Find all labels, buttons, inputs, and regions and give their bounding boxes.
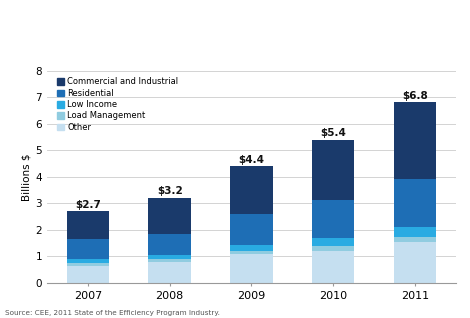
Text: $6.8: $6.8 bbox=[402, 91, 428, 101]
Bar bbox=[149, 262, 191, 283]
Y-axis label: Billions $: Billions $ bbox=[21, 153, 31, 201]
Bar bbox=[394, 227, 436, 237]
Bar bbox=[67, 259, 109, 263]
Bar bbox=[149, 255, 191, 259]
Bar bbox=[67, 211, 109, 239]
Bar bbox=[67, 239, 109, 259]
Bar bbox=[312, 200, 354, 238]
Bar bbox=[230, 166, 273, 214]
Bar bbox=[394, 242, 436, 283]
Bar bbox=[230, 254, 273, 283]
Text: $3.2: $3.2 bbox=[157, 186, 182, 197]
Bar bbox=[67, 266, 109, 283]
Bar bbox=[149, 234, 191, 255]
Text: $4.4: $4.4 bbox=[238, 155, 265, 165]
Bar bbox=[312, 246, 354, 251]
Bar bbox=[394, 102, 436, 179]
Legend: Commercial and Industrial, Residential, Low Income, Load Management, Other: Commercial and Industrial, Residential, … bbox=[55, 76, 180, 134]
Text: Source: CEE, 2011 State of the Efficiency Program Industry.: Source: CEE, 2011 State of the Efficienc… bbox=[5, 310, 219, 316]
Bar bbox=[312, 251, 354, 283]
Text: Figure 3: U.S. Electric Efficiency Program Investments, 2007-2011: Figure 3: U.S. Electric Efficiency Progr… bbox=[6, 10, 290, 20]
Bar bbox=[149, 198, 191, 234]
Bar bbox=[67, 263, 109, 266]
Text: $2.7: $2.7 bbox=[75, 200, 101, 210]
Bar bbox=[230, 245, 273, 251]
Bar bbox=[394, 237, 436, 242]
Bar bbox=[230, 251, 273, 254]
Bar bbox=[312, 238, 354, 246]
Bar bbox=[230, 214, 273, 245]
Text: $5.4: $5.4 bbox=[320, 128, 346, 138]
Bar bbox=[312, 140, 354, 200]
Bar bbox=[149, 259, 191, 262]
Bar bbox=[394, 179, 436, 227]
